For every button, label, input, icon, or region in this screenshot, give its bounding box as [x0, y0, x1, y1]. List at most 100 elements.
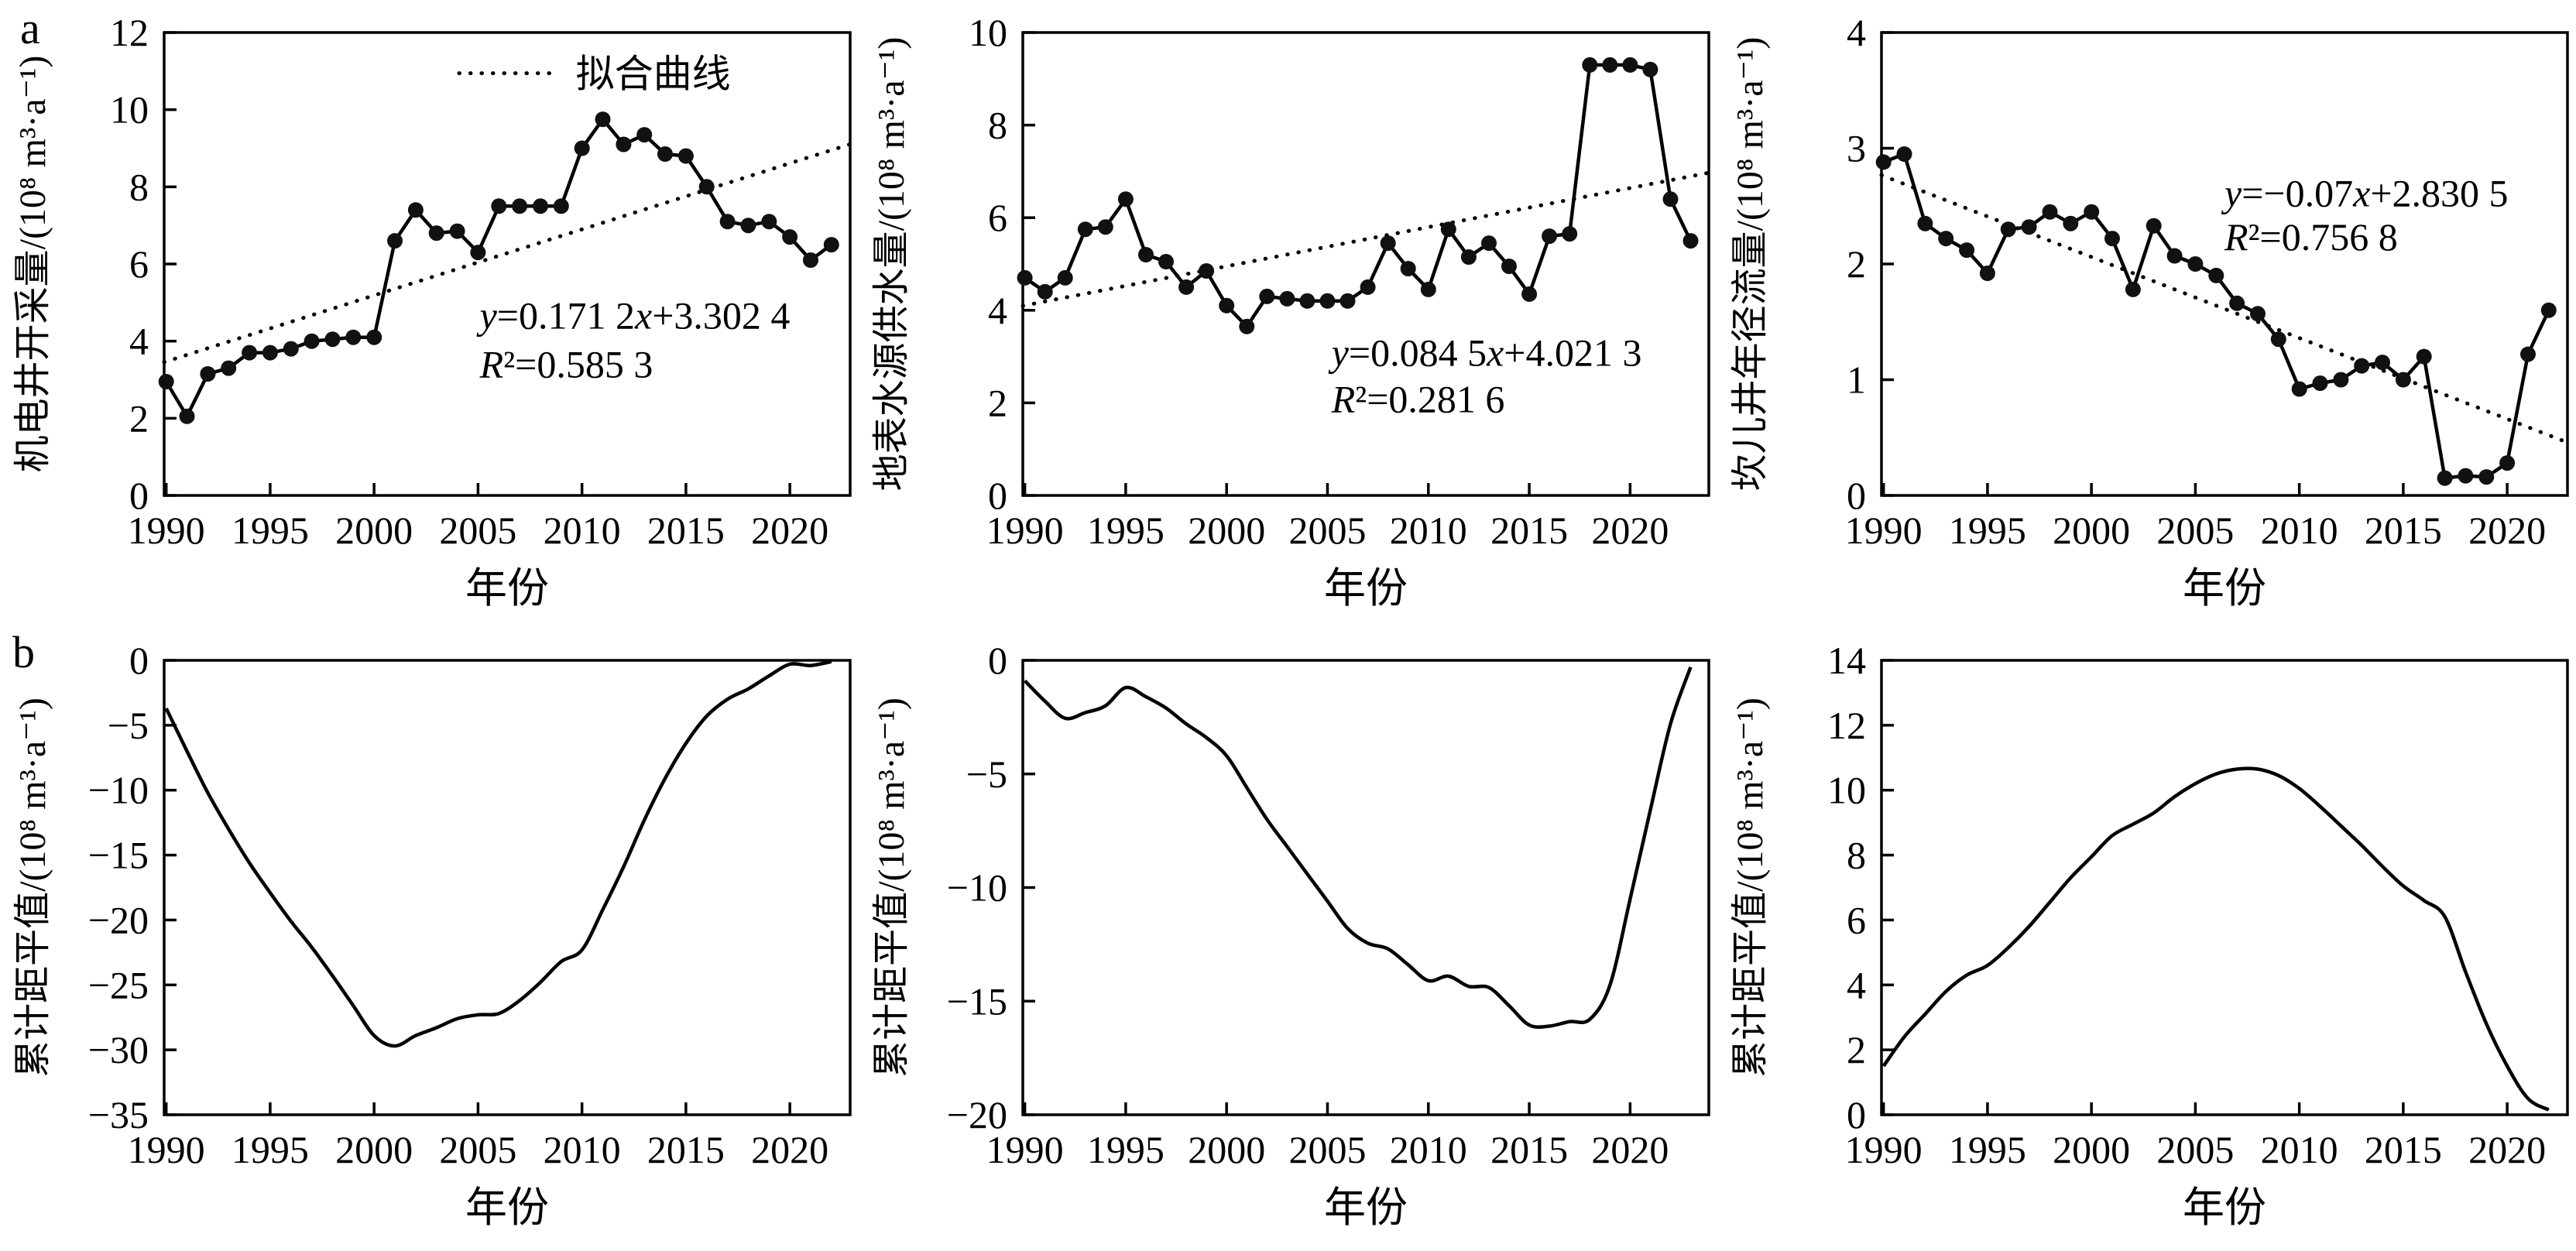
plot-border	[1021, 31, 1710, 497]
y-tick-label: 10	[110, 88, 149, 132]
y-tick-label: 0	[988, 639, 1007, 682]
y-tick-label: 12	[1827, 704, 1866, 747]
y-tick-label: 10	[1827, 769, 1866, 812]
data-point	[1259, 288, 1275, 304]
x-tick-label: 1995	[232, 509, 309, 552]
data-point	[1138, 247, 1154, 262]
x-tick-label: 2000	[335, 1128, 413, 1171]
data-line	[1024, 63, 1693, 328]
y-tick-label: 10	[969, 11, 1007, 54]
data-point	[1037, 283, 1053, 300]
x-tick-label: 1990	[128, 1128, 205, 1171]
data-point	[2166, 248, 2183, 264]
data-point	[2042, 204, 2058, 220]
x-tick-label: 1995	[232, 1128, 309, 1171]
data-point	[1178, 279, 1195, 295]
plot-border	[1021, 659, 1710, 1116]
cumulative-anomaly-curve	[1881, 766, 2550, 1112]
data-point	[1380, 235, 1396, 252]
data-point	[491, 198, 507, 214]
y-tick-label: 0	[129, 639, 149, 682]
y-axis-label: 累计距平值/(10⁸ m³·a⁻¹)	[1730, 697, 1771, 1078]
data-point	[2084, 204, 2100, 220]
data-point	[1602, 57, 1618, 73]
x-tick-label: 2005	[1288, 509, 1366, 552]
y-axis-label: 累计距平值/(10⁸ m³·a⁻¹)	[871, 697, 912, 1078]
data-point	[1662, 191, 1679, 207]
x-tick-label: 2020	[751, 509, 828, 552]
x-tick-label: 2020	[751, 1128, 828, 1171]
data-point	[1682, 233, 1699, 249]
data-point	[1319, 293, 1336, 309]
y-tick-label: 8	[1847, 834, 1866, 877]
x-axis-label: 年份	[2183, 1184, 2266, 1231]
y-tick-label: −25	[88, 963, 149, 1006]
data-point	[2000, 221, 2016, 238]
r-squared-text: R²=0.756 8	[2224, 215, 2398, 259]
x-tick-label: 2010	[1390, 1128, 1467, 1171]
x-tick-label: 2000	[335, 509, 413, 552]
data-point	[1460, 249, 1477, 265]
x-tick-label: 2010	[2261, 1128, 2338, 1171]
x-tick-label: 2000	[1188, 1128, 1265, 1171]
data-point	[1622, 57, 1638, 73]
plot-border	[1880, 659, 2569, 1116]
plot-border	[163, 31, 852, 497]
data-point	[158, 374, 174, 389]
plot-border	[163, 659, 852, 1116]
x-tick-label: 1995	[1949, 509, 2026, 552]
data-point	[283, 341, 299, 357]
y-tick-label: −15	[947, 979, 1007, 1023]
y-tick-label: −15	[88, 834, 149, 877]
x-tick-label: 1990	[986, 1128, 1064, 1171]
x-tick-label: 2015	[647, 1128, 725, 1171]
data-point	[2146, 218, 2162, 234]
data-point	[616, 136, 632, 153]
y-tick-label: 6	[129, 242, 149, 286]
data-point	[636, 127, 653, 143]
data-point	[657, 146, 673, 162]
cumulative-anomaly-curve	[1023, 667, 1693, 1029]
y-tick-label: 1	[1847, 358, 1866, 402]
data-point	[803, 252, 818, 268]
data-point	[221, 360, 237, 376]
legend-label: 拟合曲线	[576, 53, 731, 96]
x-axis-label: 年份	[465, 565, 549, 612]
data-point	[553, 198, 569, 214]
data-point	[1057, 269, 1073, 286]
data-point	[1239, 318, 1255, 334]
x-tick-label: 2015	[1490, 1128, 1568, 1171]
chart-karez-annual-runoff: 0 1 2 3 4 1990 1995 2000 2005 2010 2015 2020 坎儿井年径流量…	[1730, 11, 2570, 612]
data-point	[698, 179, 715, 195]
x-tick-label: 2010	[544, 1128, 621, 1171]
x-tick-label: 2015	[2365, 509, 2442, 552]
x-tick-label: 1990	[1845, 1128, 1923, 1171]
data-point	[1077, 221, 1093, 238]
y-tick-label: 2	[129, 396, 149, 440]
y-tick-label: −20	[947, 1093, 1007, 1136]
data-point	[1642, 61, 1658, 77]
data-point	[1542, 228, 1558, 245]
y-tick-label: 0	[1847, 1093, 1866, 1136]
data-point	[1339, 293, 1356, 309]
data-point	[740, 218, 756, 234]
y-tick-label: 4	[988, 289, 1007, 332]
data-point	[200, 366, 216, 382]
data-point	[262, 344, 278, 361]
data-point	[1501, 259, 1517, 274]
data-point	[1299, 293, 1315, 309]
data-point	[533, 198, 548, 214]
y-axis-label: 地表水源供水量/(10⁸ m³·a⁻¹)	[871, 37, 912, 492]
x-tick-label: 1990	[1845, 509, 1923, 552]
data-point	[1896, 146, 1912, 162]
chart-mech-well-extraction: 0 2 4 6 8 10 12 1990 1995 2000 2005 2010 2015 2020 机电井…	[12, 11, 852, 612]
data-point	[2250, 306, 2266, 322]
data-point	[1875, 154, 1892, 170]
data-point	[345, 329, 362, 345]
data-point	[1959, 242, 1975, 259]
x-tick-label: 2000	[2053, 509, 2130, 552]
cumulative-anomaly-curve	[164, 660, 832, 1048]
data-point	[2499, 455, 2516, 471]
data-point	[179, 408, 195, 424]
chart-surface-water-supply: 0 2 4 6 8 10 1990 1995 2000 2005 2010 2015 2020 地表水源供…	[871, 11, 1711, 612]
